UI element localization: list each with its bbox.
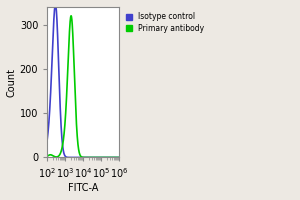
- Legend: Isotype control, Primary antibody: Isotype control, Primary antibody: [124, 11, 206, 34]
- X-axis label: FITC-A: FITC-A: [68, 183, 98, 193]
- Y-axis label: Count: Count: [7, 68, 17, 97]
